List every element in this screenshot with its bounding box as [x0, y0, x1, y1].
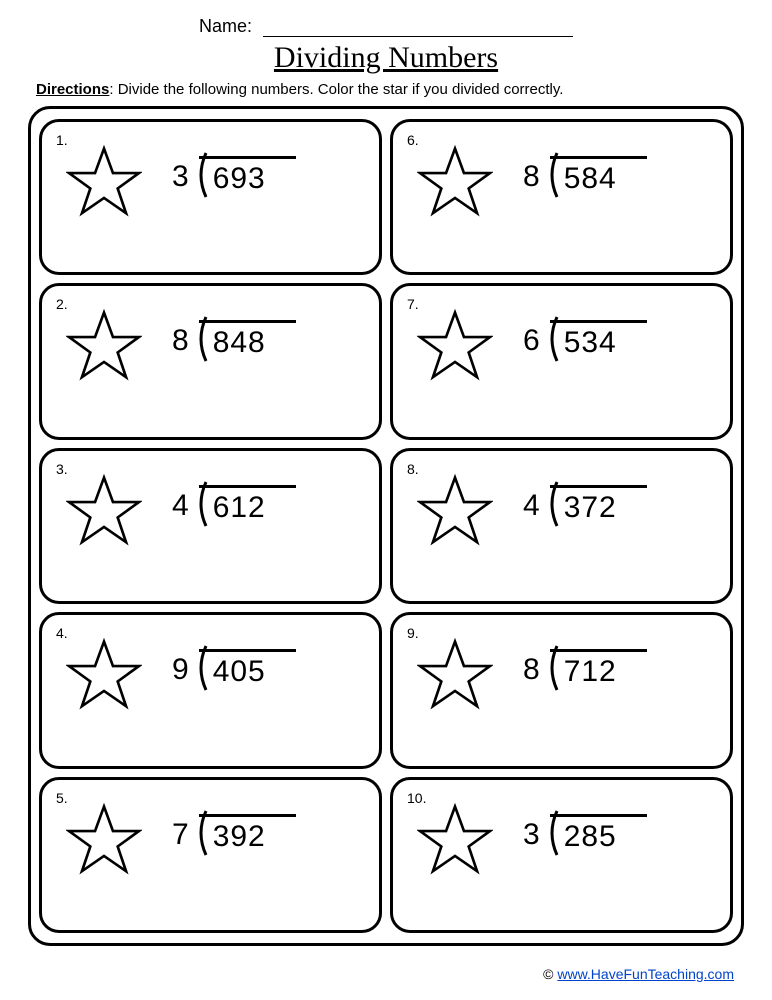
directions-label: Directions — [36, 81, 109, 98]
problem-number: 9. — [407, 625, 419, 641]
long-division-bracket: 405 — [195, 651, 266, 689]
star-outline[interactable] — [66, 802, 142, 878]
problem-cell: 6. 8 584 — [390, 119, 733, 275]
divisor: 7 — [172, 818, 195, 852]
division-problem: 4 612 — [172, 487, 266, 525]
star-icon — [417, 144, 493, 220]
star-outline[interactable] — [417, 802, 493, 878]
star-icon — [66, 473, 142, 549]
problem-cell: 7. 6 534 — [390, 283, 733, 439]
dividend: 372 — [564, 491, 617, 524]
long-division-bracket: 285 — [546, 816, 617, 854]
problem-number: 5. — [56, 790, 68, 806]
problem-number: 1. — [56, 132, 68, 148]
star-icon — [66, 308, 142, 384]
dividend: 584 — [564, 162, 617, 195]
problem-number: 3. — [56, 461, 68, 477]
dividend: 534 — [564, 326, 617, 359]
footer: © www.HaveFunTeaching.com — [543, 966, 734, 982]
star-icon — [417, 473, 493, 549]
dividend: 693 — [213, 162, 266, 195]
name-row: Name: — [28, 16, 744, 37]
problem-number: 8. — [407, 461, 419, 477]
division-problem: 8 712 — [523, 651, 617, 689]
divisor: 4 — [523, 489, 546, 523]
star-outline[interactable] — [66, 144, 142, 220]
star-icon — [417, 802, 493, 878]
divisor: 8 — [523, 653, 546, 687]
problem-cell: 4. 9 405 — [39, 612, 382, 768]
problem-cell: 10. 3 285 — [390, 777, 733, 933]
divisor: 9 — [172, 653, 195, 687]
star-outline[interactable] — [66, 473, 142, 549]
directions: Directions: Divide the following numbers… — [36, 81, 744, 98]
long-division-bracket: 372 — [546, 487, 617, 525]
division-problem: 8 848 — [172, 322, 266, 360]
copyright-symbol: © — [543, 966, 557, 982]
worksheet-page: Name: Dividing Numbers Directions: Divid… — [0, 0, 772, 1000]
dividend: 712 — [564, 655, 617, 688]
division-problem: 7 392 — [172, 816, 266, 854]
long-division-bracket: 584 — [546, 158, 617, 196]
divisor: 8 — [523, 160, 546, 194]
long-division-bracket: 848 — [195, 322, 266, 360]
problem-number: 10. — [407, 790, 426, 806]
worksheet-title: Dividing Numbers — [28, 41, 744, 75]
problem-cell: 2. 8 848 — [39, 283, 382, 439]
star-icon — [66, 802, 142, 878]
divisor: 3 — [523, 818, 546, 852]
division-problem: 3 693 — [172, 158, 266, 196]
problem-cell: 9. 8 712 — [390, 612, 733, 768]
divisor: 3 — [172, 160, 195, 194]
star-icon — [66, 637, 142, 713]
long-division-bracket: 612 — [195, 487, 266, 525]
star-outline[interactable] — [417, 637, 493, 713]
problem-cell: 3. 4 612 — [39, 448, 382, 604]
dividend: 848 — [213, 326, 266, 359]
division-problem: 9 405 — [172, 651, 266, 689]
star-icon — [417, 308, 493, 384]
dividend: 285 — [564, 820, 617, 853]
problem-number: 2. — [56, 296, 68, 312]
star-outline[interactable] — [417, 144, 493, 220]
divisor: 6 — [523, 324, 546, 358]
long-division-bracket: 712 — [546, 651, 617, 689]
star-outline[interactable] — [417, 308, 493, 384]
dividend: 392 — [213, 820, 266, 853]
division-problem: 4 372 — [523, 487, 617, 525]
divisor: 8 — [172, 324, 195, 358]
star-icon — [66, 144, 142, 220]
source-link[interactable]: www.HaveFunTeaching.com — [557, 966, 734, 982]
divisor: 4 — [172, 489, 195, 523]
name-input-line[interactable] — [263, 36, 573, 37]
star-outline[interactable] — [66, 308, 142, 384]
name-label: Name: — [199, 16, 252, 36]
directions-text: : Divide the following numbers. Color th… — [109, 81, 563, 98]
dividend: 612 — [213, 491, 266, 524]
dividend: 405 — [213, 655, 266, 688]
problems-grid: 1. 3 693 6. 8 584 2. 8 — [28, 106, 744, 946]
problem-number: 6. — [407, 132, 419, 148]
division-problem: 3 285 — [523, 816, 617, 854]
star-outline[interactable] — [417, 473, 493, 549]
division-problem: 6 534 — [523, 322, 617, 360]
problem-cell: 5. 7 392 — [39, 777, 382, 933]
division-problem: 8 584 — [523, 158, 617, 196]
long-division-bracket: 534 — [546, 322, 617, 360]
problem-cell: 1. 3 693 — [39, 119, 382, 275]
star-icon — [417, 637, 493, 713]
problem-number: 7. — [407, 296, 419, 312]
star-outline[interactable] — [66, 637, 142, 713]
long-division-bracket: 693 — [195, 158, 266, 196]
long-division-bracket: 392 — [195, 816, 266, 854]
problem-number: 4. — [56, 625, 68, 641]
problem-cell: 8. 4 372 — [390, 448, 733, 604]
